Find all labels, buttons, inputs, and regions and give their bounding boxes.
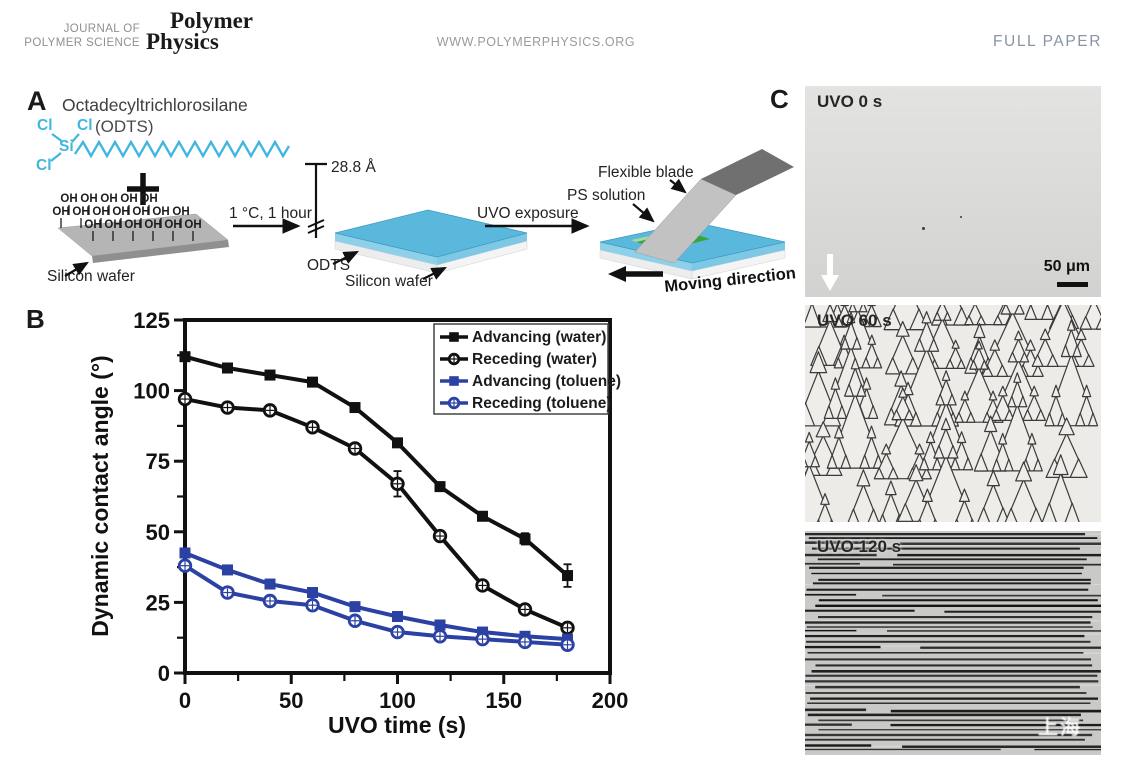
- panel-b-label: B: [26, 304, 45, 334]
- svg-text:OH: OH: [100, 193, 117, 205]
- micrograph-uvo-120s: UVO 120 s 上海: [805, 531, 1101, 755]
- molecule-abbreviation: (ODTS): [95, 117, 154, 136]
- svg-text:25: 25: [146, 590, 170, 615]
- chart-plot-area: 0 50 100 150 200 0 25 50 75 100 125 Advancing (wate…: [133, 308, 628, 713]
- chart-x-axis-title: UVO time (s): [328, 712, 466, 738]
- silicon-wafer-label: Silicon wafer: [47, 268, 135, 285]
- watermark: 上海: [1038, 717, 1082, 739]
- alkyl-chain-zigzag: [74, 139, 291, 159]
- chart-legend: Advancing (water) Receding (water) Advanci…: [433, 323, 621, 415]
- svg-text:OH: OH: [72, 206, 89, 218]
- svg-text:Advancing (water): Advancing (water): [472, 329, 606, 346]
- moving-direction-arrow: [608, 266, 663, 282]
- logo-line1: Polymer: [170, 8, 254, 33]
- flexible-blade-pointer: [669, 178, 687, 194]
- micrograph-uvo-60s: UVO 60 s: [805, 305, 1101, 522]
- svg-text:OH: OH: [152, 206, 169, 218]
- svg-text:OH: OH: [92, 206, 109, 218]
- svg-text:OH: OH: [60, 193, 77, 205]
- svg-text:OH: OH: [84, 219, 101, 231]
- cl-atom-3: Cl: [36, 157, 52, 174]
- svg-text:75: 75: [146, 449, 170, 474]
- uvo-exposure-label: UVO exposure: [477, 205, 579, 222]
- chart-y-axis-title: Dynamic contact angle (°): [87, 355, 113, 636]
- svg-text:125: 125: [133, 308, 170, 333]
- svg-text:50: 50: [146, 520, 170, 545]
- svg-text:150: 150: [485, 688, 522, 713]
- thickness-measurement: [305, 162, 327, 238]
- svg-text:OH: OH: [124, 219, 141, 231]
- svg-text:OH: OH: [112, 206, 129, 218]
- svg-text:100: 100: [133, 379, 170, 404]
- micrograph-uvo-0s: UVO 0 s 50 μm: [805, 86, 1101, 297]
- scale-bar: [1057, 282, 1088, 287]
- journal-name: JOURNAL OF POLYMER SCIENCE: [8, 22, 140, 50]
- flexible-blade-dark-face: [701, 149, 794, 195]
- svg-text:OH: OH: [120, 193, 137, 205]
- panel-a-label: A: [27, 86, 47, 116]
- si-cl-bonds: [50, 133, 80, 162]
- svg-text:100: 100: [379, 688, 416, 713]
- panel-c-label: C: [770, 84, 789, 114]
- micrograph-uvo-0s-label: UVO 0 s: [817, 92, 883, 111]
- scale-bar-label: 50 μm: [1043, 258, 1090, 275]
- svg-text:OH: OH: [172, 206, 189, 218]
- svg-text:OH: OH: [80, 193, 97, 205]
- svg-text:0: 0: [179, 688, 191, 713]
- silicon-wafer-pointer: [64, 261, 89, 277]
- journal-name-line1: JOURNAL OF: [63, 23, 140, 35]
- svg-text:OH: OH: [140, 193, 157, 205]
- svg-text:OH: OH: [164, 219, 181, 231]
- journal-name-line2: POLYMER SCIENCE: [24, 37, 140, 49]
- svg-text:OH: OH: [184, 219, 201, 231]
- logo-line2: Physics: [146, 29, 219, 54]
- contact-angle-chart: Dynamic contact angle (°) UVO time (s) 0…: [87, 308, 628, 738]
- micrograph-uvo-60s-label: UVO 60 s: [817, 311, 892, 330]
- svg-text:OH: OH: [52, 206, 69, 218]
- coating-direction-arrow-icon: [821, 254, 839, 291]
- reaction-conditions-label: 1 °C, 1 hour: [229, 205, 312, 222]
- svg-text:50: 50: [279, 688, 303, 713]
- dust-speck: [922, 227, 925, 230]
- journal-website: WWW.POLYMERPHYSICS.ORG: [436, 35, 636, 49]
- dendritic-pattern: [805, 305, 1101, 522]
- svg-text:Receding (toluene): Receding (toluene): [472, 395, 612, 412]
- article-type-badge: FULL PAPER: [992, 33, 1102, 50]
- svg-text:OH: OH: [144, 219, 161, 231]
- plus-sign: [127, 173, 159, 205]
- svg-text:Receding (water): Receding (water): [472, 351, 597, 368]
- cl-atom-1: Cl: [37, 117, 53, 134]
- ps-solution-pointer: [632, 203, 655, 223]
- flexible-blade-label: Flexible blade: [598, 164, 694, 181]
- svg-text:200: 200: [592, 688, 629, 713]
- svg-text:0: 0: [158, 661, 170, 686]
- silicon-wafer-label-2: Silicon wafer: [345, 273, 433, 290]
- blade-coating-assembly: [599, 149, 794, 280]
- cl-atom-2: Cl: [77, 117, 93, 134]
- svg-text:OH: OH: [104, 219, 121, 231]
- ps-solution-label: PS solution: [567, 187, 645, 204]
- thickness-label: 28.8 Å: [331, 159, 376, 176]
- odts-layer-pointer: [332, 251, 359, 265]
- silicon-wafer-pointer-2: [422, 267, 447, 280]
- svg-text:OH: OH: [132, 206, 149, 218]
- panel-a-schematic: A Octadecyltrichlorosilane (ODTS) Cl Cl …: [27, 86, 797, 296]
- micrograph-uvo-120s-label: UVO 120 s: [817, 537, 902, 556]
- journal-logo: Polymer Physics: [146, 8, 254, 54]
- stripe-pattern: [805, 531, 1101, 755]
- odts-molecule-structure: Cl Cl Si Cl: [36, 117, 291, 174]
- molecule-title: Octadecyltrichlorosilane: [62, 95, 248, 115]
- dust-speck: [960, 216, 962, 218]
- svg-text:Advancing (toluene): Advancing (toluene): [472, 373, 621, 390]
